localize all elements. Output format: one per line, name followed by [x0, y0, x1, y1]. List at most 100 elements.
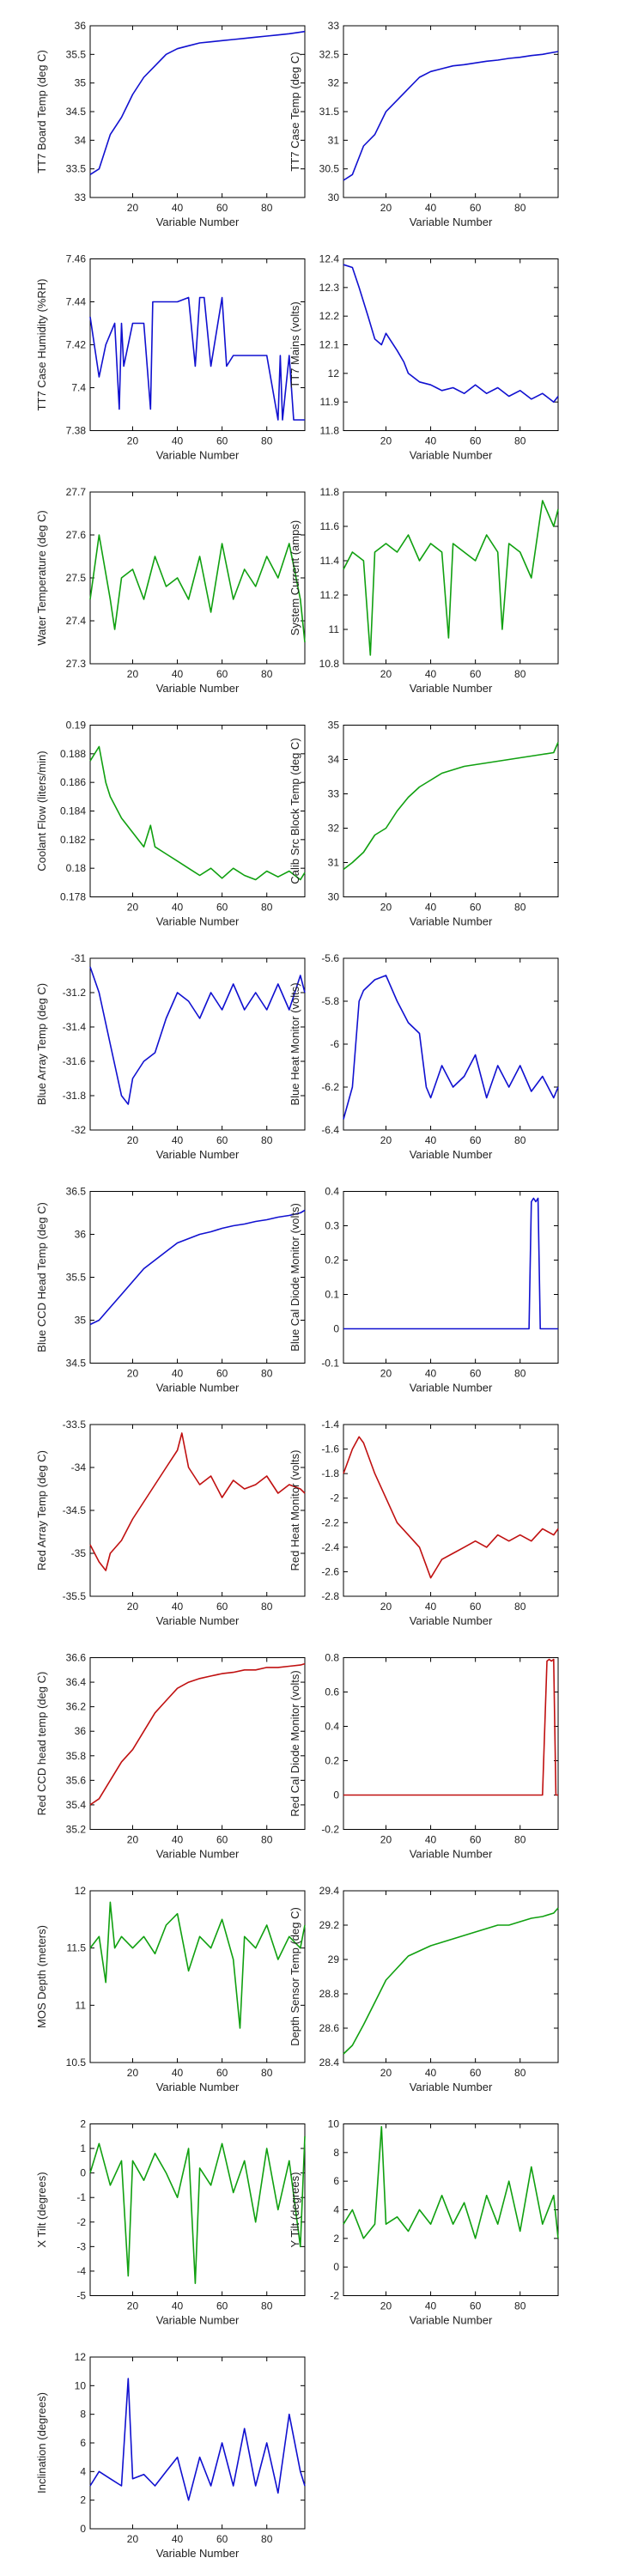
y-tick-label: 11.2 — [320, 589, 340, 601]
x-tick-label: 80 — [514, 1134, 526, 1146]
x-axis-label: Variable Number — [410, 682, 493, 695]
y-tick-label: 36.5 — [66, 1186, 87, 1198]
x-tick-label: 80 — [261, 2533, 273, 2545]
y-axis-label: Red CCD head temp (deg C) — [35, 1672, 48, 1816]
x-tick-label: 40 — [425, 2300, 437, 2312]
x-tick-label: 20 — [127, 902, 139, 914]
y-tick-label: 0.4 — [325, 1186, 339, 1198]
x-tick-label: 60 — [470, 2067, 482, 2079]
y-axis-label: Blue Cal Diode Monitor (volts) — [289, 1203, 301, 1352]
x-axis-label: Variable Number — [156, 1382, 240, 1394]
x-tick-label: 40 — [425, 668, 437, 680]
x-tick-label: 40 — [172, 2067, 184, 2079]
x-tick-label: 60 — [216, 668, 228, 680]
chart-panel-8: 30 31 32 33 34 35 20 40 60 80 Variable Number Calib… — [289, 720, 559, 928]
y-tick-label: 35.8 — [66, 1750, 87, 1762]
series-line — [343, 264, 559, 404]
series-line — [89, 745, 306, 881]
y-tick-label: 0.1 — [325, 1289, 339, 1301]
y-tick-label: -33.5 — [63, 1419, 87, 1431]
y-tick-label: 4 — [80, 2465, 86, 2477]
x-tick-label: 80 — [261, 202, 273, 214]
x-axis-label: Variable Number — [156, 449, 240, 462]
y-tick-label: 0 — [333, 2261, 339, 2273]
y-axis-label: Blue Heat Monitor (volts) — [289, 982, 301, 1105]
series-line — [89, 1901, 306, 2029]
series-line — [89, 1662, 306, 1806]
y-tick-label: 32 — [328, 77, 340, 89]
y-tick-label: -35 — [71, 1547, 87, 1559]
plot-frame — [89, 25, 306, 198]
x-tick-label: 80 — [261, 2067, 273, 2079]
y-tick-label: 12.1 — [319, 339, 340, 351]
chart-panel-14: -2.8 -2.6 -2.4 -2.2 -2 -1.8 -1.6 -1.4 20 40 60 80 Va… — [289, 1419, 559, 1627]
y-tick-label: 0.6 — [325, 1686, 339, 1698]
chart-panel-19: -5 -4 -3 -2 -1 0 1 2 20 40 60 80 Variable Number X Ti… — [35, 2118, 306, 2327]
y-tick-label: -0.1 — [321, 1358, 339, 1370]
y-tick-label: 34 — [328, 754, 340, 766]
y-tick-label: -2.2 — [321, 1516, 339, 1528]
chart-panel-10: -6.4 -6.2 -6 -5.8 -5.6 20 40 60 80 Variable Numbe… — [289, 952, 559, 1161]
y-axis-label: Red Heat Monitor (volts) — [289, 1450, 301, 1571]
y-tick-label: 35.6 — [66, 1774, 87, 1786]
chart-panel-17: 10.5 11 11.5 12 20 40 60 80 Variable Number MOS D… — [35, 1885, 306, 2093]
y-tick-label: -5 — [76, 2290, 86, 2302]
x-tick-label: 20 — [127, 1601, 139, 1613]
y-tick-label: 35.4 — [66, 1799, 87, 1811]
plot-frame — [343, 1657, 559, 1830]
y-tick-label: 0.2 — [325, 1755, 339, 1767]
x-tick-label: 20 — [380, 1834, 392, 1846]
x-tick-label: 20 — [127, 2533, 139, 2545]
x-tick-label: 40 — [425, 1834, 437, 1846]
x-tick-label: 40 — [172, 435, 184, 447]
x-tick-label: 40 — [425, 1368, 437, 1380]
x-tick-label: 60 — [216, 435, 228, 447]
y-tick-label: 35 — [75, 1315, 87, 1327]
y-tick-label: -31.8 — [63, 1090, 87, 1102]
plot-frame — [89, 1890, 306, 2063]
y-axis-label: Red Cal Diode Monitor (volts) — [289, 1670, 301, 1817]
y-tick-label: 28.8 — [319, 1988, 340, 2000]
x-tick-label: 80 — [261, 1134, 273, 1146]
x-tick-label: 20 — [127, 668, 139, 680]
y-tick-label: 12.2 — [319, 310, 340, 322]
y-tick-label: 11.5 — [67, 1942, 87, 1954]
x-axis-label: Variable Number — [410, 449, 493, 462]
y-tick-label: 12 — [75, 2351, 87, 2363]
x-tick-label: 60 — [216, 202, 228, 214]
x-tick-label: 80 — [261, 2300, 273, 2312]
chart-panel-18: 28.4 28.6 28.8 29 29.2 29.4 20 40 60 80 Variable N… — [289, 1885, 559, 2093]
chart-panel-6: 10.8 11 11.2 11.4 11.6 11.8 20 40 60 80 Variable N… — [289, 486, 559, 695]
y-tick-label: 12 — [328, 368, 340, 380]
y-tick-label: 35.2 — [66, 1824, 87, 1836]
y-tick-label: -3 — [76, 2240, 86, 2252]
y-axis-label: Coolant Flow (liters/min) — [35, 750, 48, 871]
x-tick-label: 40 — [172, 2300, 184, 2312]
y-axis-label: TT7 Mains (volts) — [289, 301, 301, 387]
x-tick-label: 40 — [425, 202, 437, 214]
y-tick-label: 29.4 — [319, 1885, 340, 1897]
plot-frame — [343, 258, 559, 431]
y-axis-label: Y Tilt (degrees) — [289, 2172, 301, 2248]
y-tick-label: 0.19 — [66, 720, 87, 732]
y-tick-label: 36.6 — [66, 1652, 87, 1664]
chart-panel-12: -0.1 0 0.1 0.2 0.3 0.4 20 40 60 80 Variable Number… — [289, 1186, 559, 1394]
y-tick-label: 7.38 — [66, 425, 87, 437]
y-tick-label: 28.4 — [319, 2057, 340, 2069]
y-tick-label: 2 — [333, 2233, 339, 2245]
x-tick-label: 80 — [261, 902, 273, 914]
y-tick-label: 12.4 — [319, 253, 340, 265]
y-tick-label: -0.2 — [321, 1824, 339, 1836]
y-tick-label: 31.5 — [319, 106, 340, 118]
series-line — [89, 1209, 306, 1326]
chart-panel-16: -0.2 0 0.2 0.4 0.6 0.8 20 40 60 80 Variable Number… — [289, 1652, 559, 1861]
chart-panel-5: 27.3 27.4 27.5 27.6 27.7 20 40 60 80 Variable Num… — [35, 486, 306, 695]
y-tick-label: 11.4 — [320, 555, 340, 567]
x-axis-label: Variable Number — [156, 2314, 240, 2327]
x-tick-label: 60 — [470, 202, 482, 214]
chart-panel-13: -35.5 -35 -34.5 -34 -33.5 20 40 60 80 Variable Nu… — [35, 1419, 306, 1627]
x-axis-label: Variable Number — [156, 2081, 240, 2093]
plot-frame — [89, 1424, 306, 1597]
x-tick-label: 20 — [380, 202, 392, 214]
